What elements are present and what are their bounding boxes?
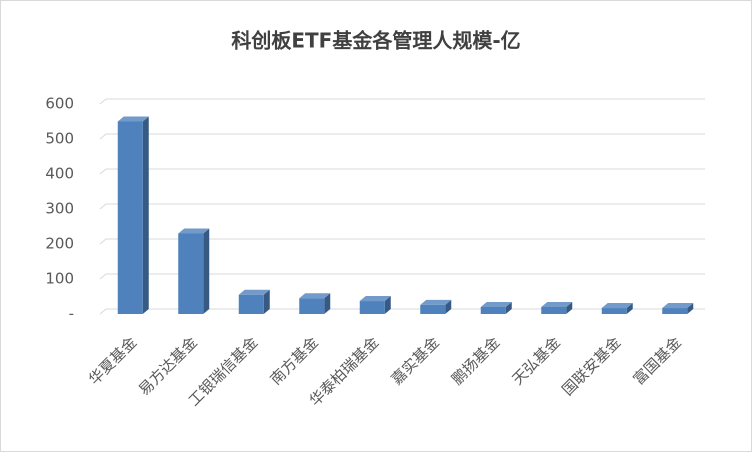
grid-line-side — [99, 308, 107, 315]
bar — [117, 121, 143, 314]
bar-side — [384, 296, 391, 314]
bar — [480, 307, 506, 314]
bar-side — [142, 116, 149, 314]
bar-side — [324, 293, 331, 314]
bar-side — [687, 303, 694, 314]
bar — [299, 298, 325, 314]
chart-title: 科创板ETF基金各管理人规模-亿 — [231, 29, 520, 53]
bar — [359, 301, 385, 314]
grid-line-side — [99, 168, 107, 175]
bar-top — [601, 303, 633, 309]
grid-line-side — [99, 273, 107, 280]
bar-top — [117, 116, 149, 122]
bar-top — [662, 303, 694, 309]
bar — [662, 308, 688, 314]
bar — [601, 308, 627, 314]
grid-line-side — [99, 238, 107, 245]
bar-top — [541, 302, 573, 307]
bar-top — [359, 296, 391, 302]
grid-line-side — [99, 98, 107, 105]
y-tick-label: 600 — [45, 95, 74, 113]
bar-side — [626, 303, 633, 314]
grid-line-side — [99, 133, 107, 140]
bar-top — [480, 302, 512, 307]
bar-top — [420, 299, 452, 305]
bar-top — [238, 289, 270, 295]
bar-side — [505, 302, 512, 314]
bar-side — [566, 302, 573, 314]
bar — [541, 307, 567, 314]
bar — [178, 233, 204, 314]
grid-line-side — [99, 203, 107, 210]
bar — [238, 294, 264, 314]
bar-top — [299, 293, 331, 299]
bar — [420, 304, 446, 314]
y-tick-label: 100 — [45, 270, 74, 288]
y-tick-label: 400 — [45, 165, 74, 183]
y-tick-label: 200 — [45, 235, 74, 253]
bar-side — [263, 289, 270, 314]
bar-side — [445, 299, 452, 314]
bar-top — [178, 228, 210, 234]
y-tick-label: - — [69, 305, 74, 323]
bar-side — [203, 228, 210, 314]
y-tick-label: 500 — [45, 130, 74, 148]
y-tick-label: 300 — [45, 200, 74, 218]
